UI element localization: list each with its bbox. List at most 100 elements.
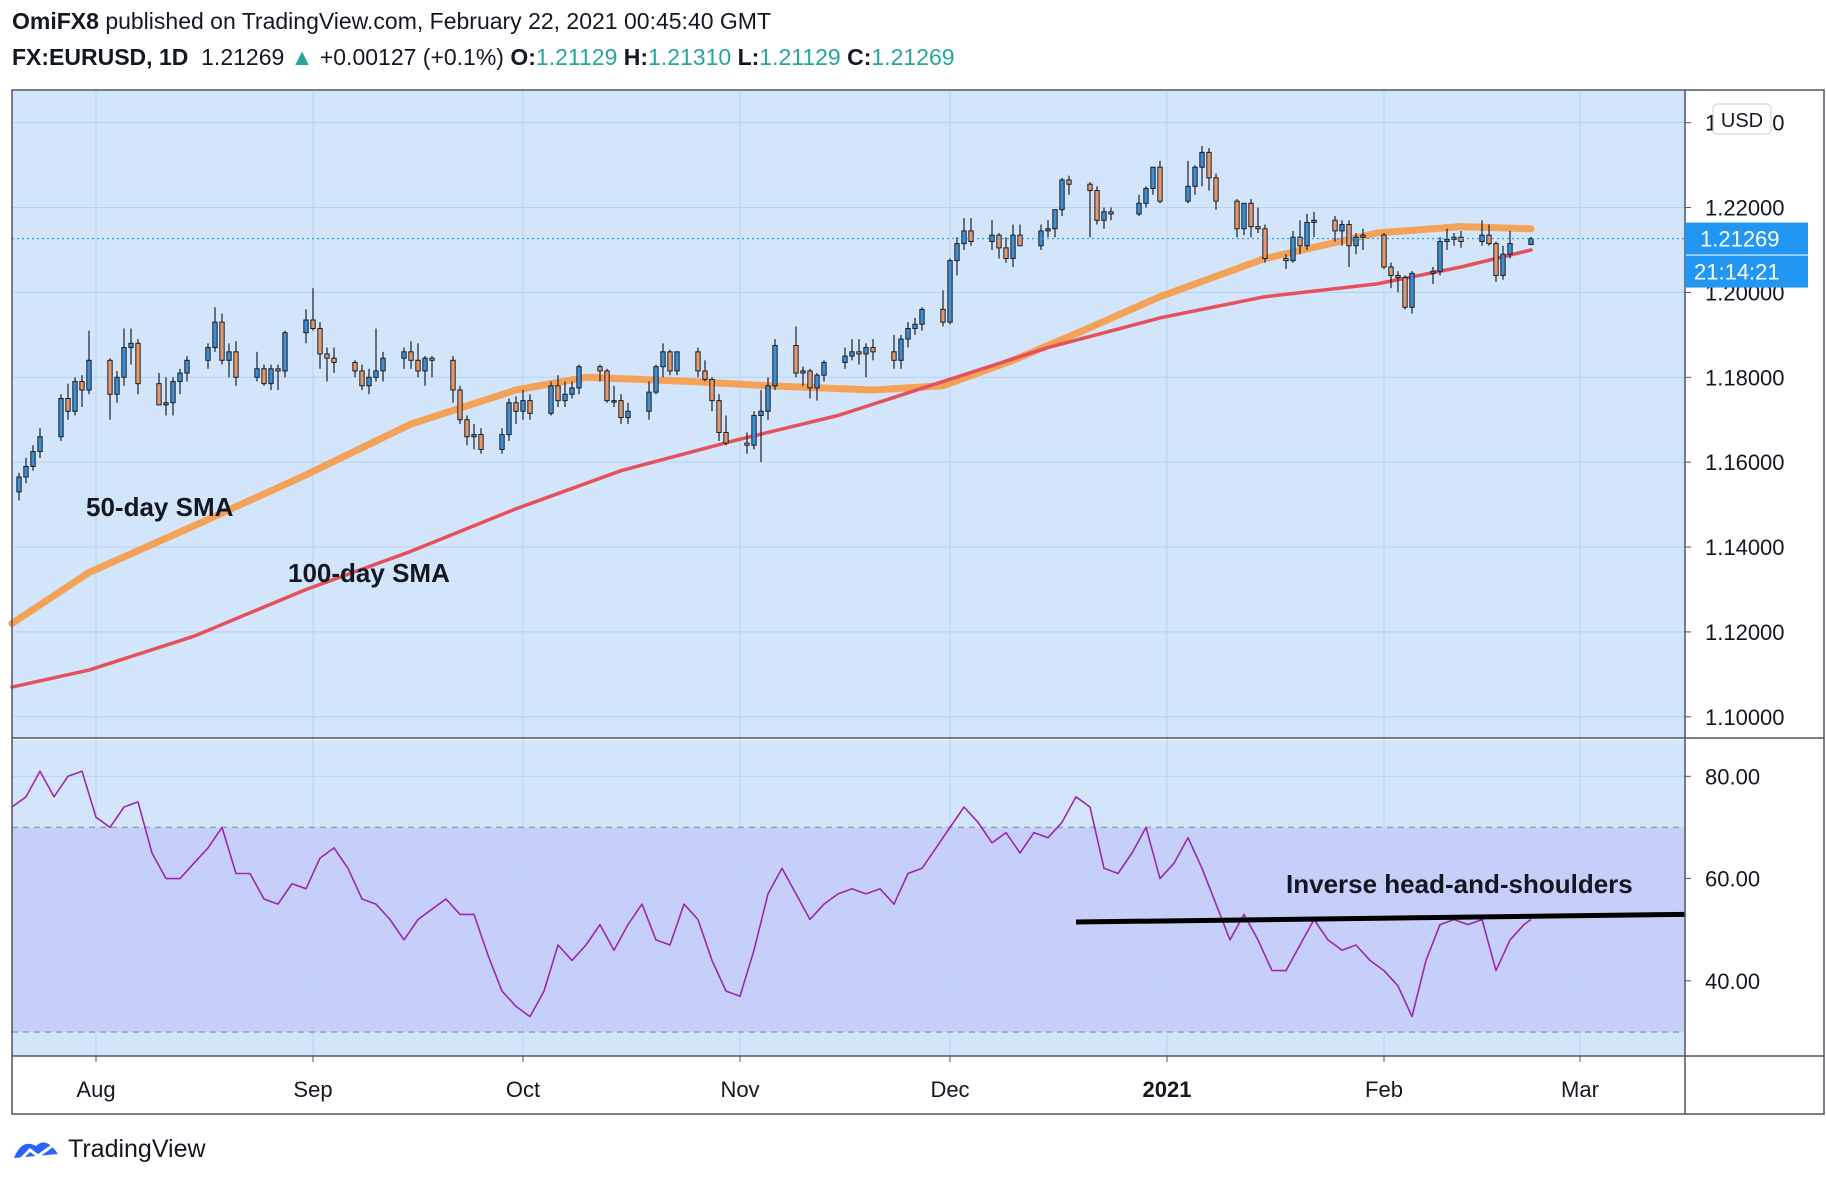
candle [849, 339, 855, 361]
candle [1094, 186, 1100, 225]
candle-body [1143, 187, 1149, 204]
candle-body [674, 351, 680, 372]
candle [1290, 230, 1296, 263]
candle-body [373, 370, 379, 378]
pattern-annotation: Inverse head-and-shoulders [1286, 869, 1633, 899]
candle [184, 356, 190, 382]
candle-body [723, 431, 729, 444]
candle [1206, 148, 1212, 191]
high-value: 1.21310 [648, 44, 732, 70]
candle [1507, 230, 1513, 259]
tradingview-logo-icon [14, 1142, 58, 1162]
candle-body [611, 400, 617, 403]
candle-body [464, 419, 470, 438]
candle-body [331, 357, 337, 363]
candle-body [520, 400, 526, 412]
symbol-label: FX:EURUSD, 1D [12, 44, 189, 70]
candle-body [1157, 166, 1163, 202]
candle-body [919, 308, 925, 325]
candle-body [1199, 151, 1205, 168]
candle [765, 377, 771, 420]
rsi-tick-label: 60.00 [1705, 867, 1760, 892]
candle-body [219, 321, 225, 361]
candle [723, 415, 729, 446]
candle-body [366, 376, 372, 387]
close-value: 1.21269 [871, 44, 955, 70]
candle [170, 377, 176, 416]
candle-body [870, 347, 876, 353]
candle [450, 356, 456, 403]
candle-body [618, 400, 624, 419]
candle-body [954, 243, 960, 262]
candle-body [702, 370, 708, 380]
candle-body [660, 351, 666, 368]
candle [954, 237, 960, 276]
rsi-tick-label: 40.00 [1705, 969, 1760, 994]
candle [65, 383, 71, 420]
candle-body [205, 347, 211, 361]
candle-body [667, 351, 673, 372]
candle-body [1500, 253, 1506, 276]
price-pane [12, 90, 1685, 738]
candle [464, 415, 470, 446]
candle-body [1101, 211, 1107, 221]
candle-body [478, 434, 484, 450]
candle [800, 366, 806, 386]
candle-body [450, 359, 456, 391]
candle-body [1206, 151, 1212, 179]
candle-body [814, 374, 820, 389]
candle [1150, 166, 1156, 195]
candle [212, 307, 218, 352]
candle-body [1283, 257, 1289, 262]
candle [1332, 216, 1338, 242]
candle-body [1437, 240, 1443, 272]
candle-body [107, 359, 113, 395]
candle-body [79, 381, 85, 391]
candle [1199, 146, 1205, 187]
candle [30, 445, 36, 471]
candle-body [800, 370, 806, 374]
candle-body [16, 476, 22, 493]
candle-body [254, 368, 260, 378]
candle [282, 330, 288, 378]
candle-body [765, 385, 771, 412]
candle-body [1402, 277, 1408, 308]
candle-body [751, 414, 757, 446]
candle-body [625, 410, 631, 419]
candle-body [1290, 236, 1296, 262]
candle [562, 381, 568, 407]
candle-body [842, 355, 848, 363]
candle-body [562, 393, 568, 402]
ohlc-legend: FX:EURUSD, 1D 1.21269 ▲ +0.00127 (+0.1%)… [12, 44, 955, 71]
candle [107, 358, 113, 420]
candle [128, 328, 134, 365]
candle [695, 347, 701, 378]
candle [1500, 245, 1506, 280]
candle [422, 356, 428, 386]
currency-badge [1712, 103, 1772, 135]
candle-body [415, 359, 421, 372]
candle-body [1493, 243, 1499, 276]
candle [576, 364, 582, 395]
candle-body [1339, 224, 1345, 232]
candle-body [1430, 270, 1436, 274]
candle-body [184, 359, 190, 374]
candle-body [891, 351, 897, 361]
candle [268, 364, 274, 391]
candle [373, 328, 379, 382]
candle-body [37, 436, 43, 453]
candle-body [1150, 166, 1156, 189]
candle-body [177, 372, 183, 383]
candle [37, 428, 43, 458]
candle-body [72, 381, 78, 412]
candle [940, 290, 946, 327]
candle [303, 309, 309, 344]
candle-body [1304, 221, 1310, 247]
countdown-badge [1685, 255, 1808, 288]
candle-body [1311, 219, 1317, 223]
candle [604, 368, 610, 403]
candle [653, 364, 659, 395]
candle-body [1017, 234, 1023, 247]
candle [121, 328, 127, 386]
